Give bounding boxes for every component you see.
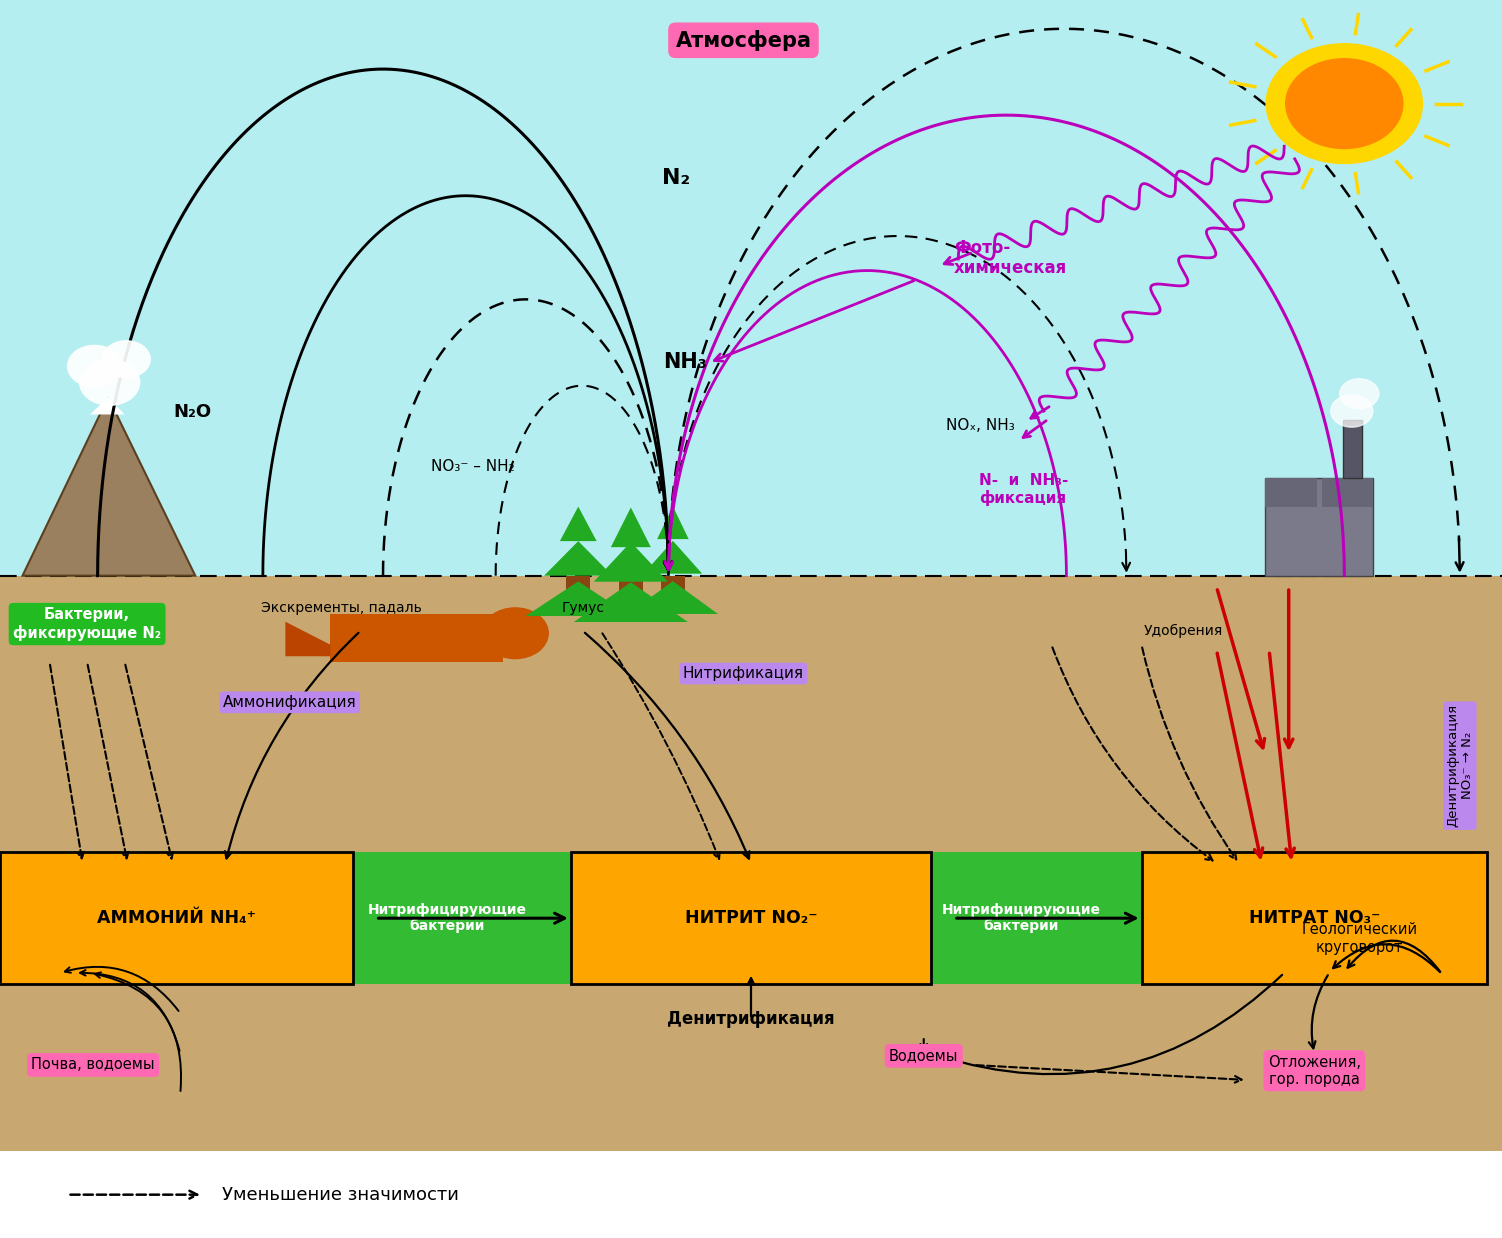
FancyBboxPatch shape	[1343, 420, 1362, 478]
Text: АММОНИЙ NH₄⁺: АММОНИЙ NH₄⁺	[98, 909, 255, 927]
Text: N₂O: N₂O	[173, 404, 212, 421]
FancyBboxPatch shape	[1142, 852, 1487, 984]
Text: N₂: N₂	[662, 168, 689, 188]
Text: Денитрификация: Денитрификация	[667, 1010, 835, 1028]
Circle shape	[68, 345, 122, 386]
Polygon shape	[658, 506, 689, 539]
Text: Отложения,
гор. порода: Отложения, гор. порода	[1268, 1055, 1361, 1087]
FancyBboxPatch shape	[1265, 478, 1317, 506]
Polygon shape	[90, 397, 125, 415]
FancyBboxPatch shape	[566, 576, 590, 617]
Text: NH₃: NH₃	[662, 352, 707, 371]
FancyBboxPatch shape	[901, 852, 1172, 984]
Text: Почва, водоемы: Почва, водоемы	[32, 1057, 155, 1072]
Circle shape	[80, 359, 140, 405]
FancyBboxPatch shape	[0, 0, 1502, 576]
Polygon shape	[285, 621, 330, 656]
Text: Нитрифицирующие
бактерии: Нитрифицирующие бактерии	[368, 903, 526, 933]
FancyBboxPatch shape	[619, 576, 643, 621]
Circle shape	[1340, 379, 1379, 409]
Polygon shape	[330, 614, 503, 662]
Text: НИТРАТ NO₃⁻: НИТРАТ NO₃⁻	[1248, 909, 1380, 927]
Polygon shape	[611, 508, 650, 547]
Text: Удобрения: Удобрения	[1145, 624, 1223, 638]
Text: Бактерии,
фиксирующие N₂: Бактерии, фиксирующие N₂	[14, 607, 161, 641]
Polygon shape	[643, 541, 703, 573]
Polygon shape	[593, 542, 668, 582]
Text: N-  и  NH₃-
фиксация: N- и NH₃- фиксация	[979, 473, 1069, 506]
Text: Уменьшение значимости: Уменьшение значимости	[222, 1186, 460, 1203]
Circle shape	[102, 340, 150, 378]
Text: Атмосфера: Атмосфера	[676, 30, 811, 51]
Text: Нитрификация: Нитрификация	[683, 666, 804, 681]
Text: Аммонификация: Аммонификация	[224, 695, 356, 709]
Text: Фото-
химическая: Фото- химическая	[954, 239, 1066, 277]
Polygon shape	[560, 506, 596, 541]
Polygon shape	[526, 582, 631, 617]
Circle shape	[1286, 58, 1403, 149]
Text: Денитрификация
NO₃⁻ → N₂: Денитрификация NO₃⁻ → N₂	[1446, 704, 1473, 827]
Text: Нитрифицирующие
бактерии: Нитрифицирующие бактерии	[942, 903, 1101, 933]
Text: NOₓ, NH₃: NOₓ, NH₃	[946, 418, 1015, 433]
Text: NO₃⁻ – NH₂: NO₃⁻ – NH₂	[431, 459, 515, 474]
FancyBboxPatch shape	[661, 576, 685, 614]
Polygon shape	[574, 582, 688, 621]
Polygon shape	[544, 541, 613, 576]
Circle shape	[1331, 395, 1373, 427]
FancyBboxPatch shape	[571, 852, 931, 984]
Circle shape	[1266, 43, 1422, 163]
FancyBboxPatch shape	[1265, 478, 1373, 576]
Text: НИТРИТ NO₂⁻: НИТРИТ NO₂⁻	[685, 909, 817, 927]
Polygon shape	[23, 397, 195, 576]
Text: Водоемы: Водоемы	[889, 1049, 958, 1063]
Text: Геологический
круговорот: Геологический круговорот	[1301, 922, 1418, 954]
FancyBboxPatch shape	[1322, 478, 1373, 506]
Text: Гумус: Гумус	[562, 600, 604, 615]
Circle shape	[482, 608, 548, 659]
Text: Экскременты, падаль: Экскременты, падаль	[260, 600, 422, 615]
FancyBboxPatch shape	[323, 852, 601, 984]
Polygon shape	[628, 581, 718, 614]
FancyBboxPatch shape	[0, 576, 1502, 1151]
FancyBboxPatch shape	[0, 852, 353, 984]
